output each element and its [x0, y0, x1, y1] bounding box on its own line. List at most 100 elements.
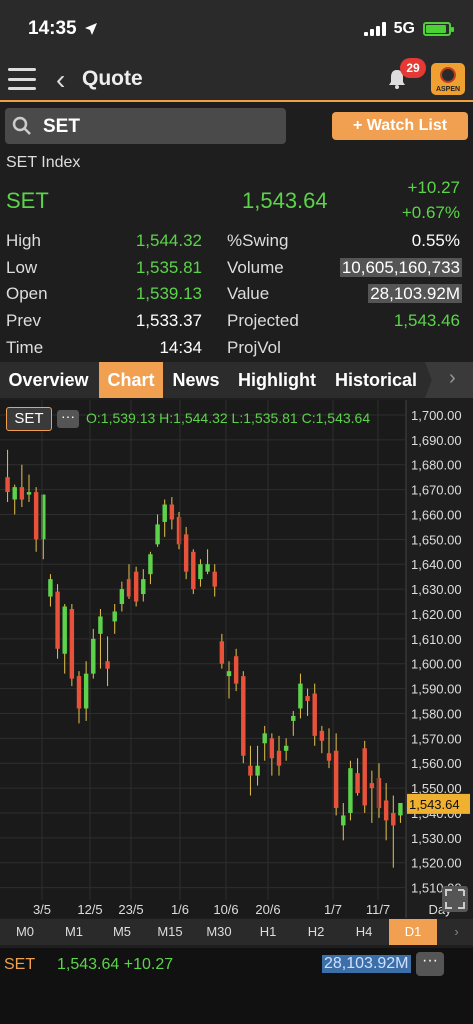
candle-body [283, 745, 289, 751]
timeframe-m30[interactable]: M30 [206, 924, 232, 939]
candle-body [191, 551, 196, 590]
timeframe-d1[interactable]: D1 [389, 919, 437, 945]
tab-historical[interactable]: Historical [334, 370, 418, 390]
status-time: 14:35 [28, 18, 77, 39]
chevron-right-icon: › [449, 367, 456, 389]
y-tick-label: 1,580.00 [411, 706, 462, 721]
candle-body [255, 765, 260, 776]
low-label: Low [6, 258, 38, 277]
y-tick-label: 1,630.00 [411, 582, 462, 597]
aspen-logo[interactable]: ASPEN [431, 63, 465, 95]
timeframe-m5[interactable]: M5 [112, 924, 132, 939]
timeframe-h2[interactable]: H2 [307, 924, 325, 939]
y-tick-label: 1,550.00 [411, 781, 462, 796]
candle-body [26, 492, 32, 495]
candle-body [69, 608, 75, 679]
search-row: SET + Watch List [0, 104, 473, 150]
value-label: Value [227, 284, 270, 303]
current-price-label: 1,543.64 [409, 797, 460, 812]
volume-value: 10,605,160,733 [339, 258, 462, 277]
percent-change: +0.67% [401, 203, 460, 222]
candle-body [341, 815, 346, 826]
candle-body [391, 812, 396, 826]
candle-body [176, 516, 182, 545]
timeframe-m0[interactable]: M0 [15, 924, 35, 939]
candle-body [398, 802, 403, 816]
candle-body [233, 656, 239, 684]
signal-icon [363, 22, 386, 36]
candle-body [126, 579, 132, 597]
chart-options-button[interactable]: ··· [57, 409, 79, 428]
swing-label: %Swing [227, 231, 289, 250]
ohlc-readout: O:1,539.13 H:1,544.32 L:1,535.81 C:1,543… [86, 410, 371, 426]
y-tick-label: 1,670.00 [411, 483, 462, 498]
candlestick-chart[interactable]: 1,700.00 1,690.00 1,680.00 1,670.00 1,660.00… [0, 400, 473, 918]
candle-body [333, 750, 339, 808]
candle-body [105, 661, 110, 669]
timeframe-bar: M0 M1 M5 M15 M30 H1 H2 H4 D1 › [0, 919, 473, 945]
candle-body [83, 673, 89, 709]
price-chart-area[interactable]: 1,700.00 1,690.00 1,680.00 1,670.00 1,660.00… [0, 400, 473, 918]
candle-body [62, 606, 67, 654]
timeframe-scroll-right-icon[interactable]: › [454, 924, 459, 939]
time-value: 14:34 [159, 338, 202, 357]
search-icon [12, 116, 31, 135]
candle-body [369, 783, 375, 789]
projected-value: 1,543.46 [393, 311, 460, 330]
candle-body [226, 671, 232, 677]
tab-news[interactable]: News [172, 370, 220, 390]
y-tick-label: 1,640.00 [411, 557, 462, 572]
candle-body [48, 579, 53, 597]
footer-more-button[interactable]: ··· [416, 952, 444, 976]
tabs-scroll-right-button[interactable]: › [425, 362, 473, 398]
tab-highlight[interactable]: Highlight [238, 370, 316, 390]
y-tick-label: 1,610.00 [411, 632, 462, 647]
x-tick-label: 20/6 [255, 902, 280, 917]
candle-body [376, 778, 382, 808]
low-value: 1,535.81 [135, 258, 202, 277]
menu-icon[interactable] [8, 68, 36, 90]
timeframe-h1[interactable]: H1 [259, 924, 277, 939]
network-type: 5G [393, 20, 415, 37]
candle-body [133, 571, 139, 602]
y-tick-label: 1,600.00 [411, 657, 462, 672]
candle-body [119, 589, 125, 605]
back-chevron-icon[interactable]: ‹ [56, 64, 66, 95]
tab-chart[interactable]: Chart [99, 362, 163, 398]
bottom-safe-area [0, 984, 473, 1024]
candle-body [141, 579, 146, 595]
candle-body [326, 753, 332, 761]
current-price-box [407, 793, 470, 814]
high-value: 1,544.32 [135, 231, 202, 250]
candle-body [91, 638, 96, 674]
timeframe-m15[interactable]: M15 [157, 924, 183, 939]
chart-symbol-chip[interactable]: SET [6, 407, 52, 431]
candle-body [362, 748, 367, 806]
fullscreen-icon[interactable] [442, 886, 468, 912]
quote-symbol: SET [6, 188, 49, 213]
candle-body [76, 676, 82, 709]
value-value: 28,103.92M [368, 284, 462, 303]
candle-body [319, 730, 325, 741]
status-bar: 14:35 5G [0, 0, 473, 58]
x-tick-label: 11/7 [366, 902, 390, 917]
notification-badge: 29 [400, 58, 426, 78]
app-header: ‹ Quote 29 ASPEN [0, 58, 473, 102]
status-indicators: 5G [363, 20, 454, 38]
candle-body [298, 683, 303, 709]
logo-text: ASPEN [435, 86, 461, 93]
candle-body [155, 524, 160, 545]
time-label: Time [6, 338, 44, 357]
timeframe-h4[interactable]: H4 [355, 924, 373, 939]
watch-list-button[interactable]: + Watch List [332, 112, 468, 140]
symbol-search-input[interactable]: SET [5, 108, 286, 144]
page-title: Quote [82, 67, 143, 90]
candle-body [112, 611, 117, 622]
candle-body [212, 571, 217, 587]
timeframe-m1[interactable]: M1 [64, 924, 84, 939]
quote-tabs: Overview Chart News Highlight Historical… [0, 362, 473, 398]
y-tick-label: 1,690.00 [411, 433, 462, 448]
tab-overview[interactable]: Overview [8, 370, 89, 390]
candle-body [355, 773, 360, 794]
search-value: SET [43, 116, 80, 137]
